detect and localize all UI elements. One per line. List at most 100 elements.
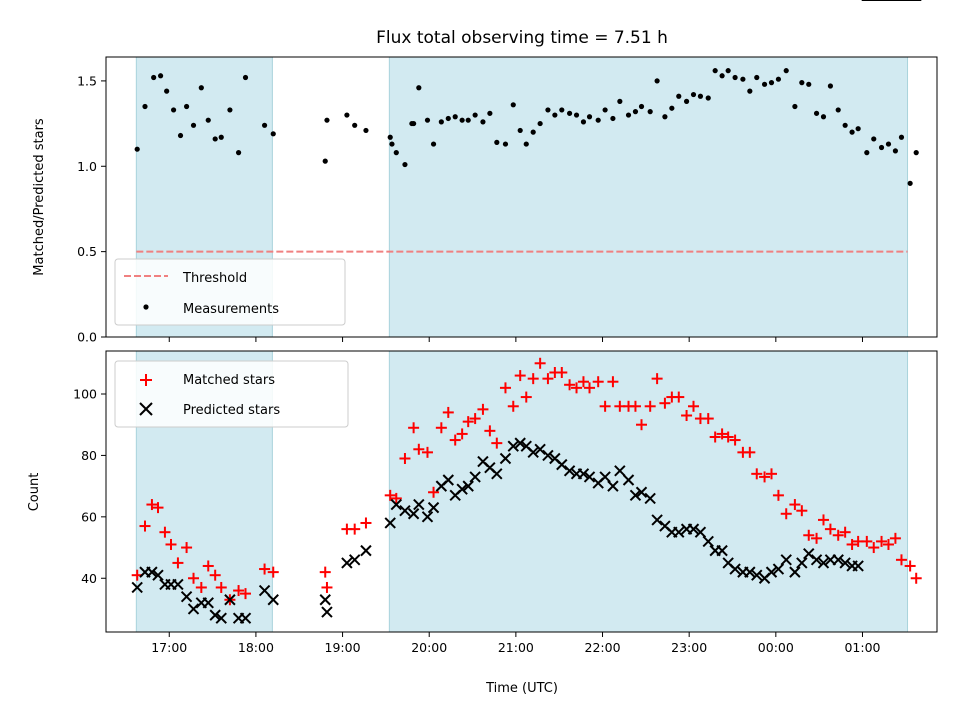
predicted-stars-point: [348, 554, 361, 566]
measurement-point: [530, 129, 536, 135]
measurement-point: [638, 103, 645, 110]
predicted-stars-point: [180, 590, 193, 603]
predicted-stars-point: [765, 566, 778, 578]
predicted-stars-point-b: [319, 594, 331, 606]
y-tick-label-ratio: 0.5: [77, 244, 97, 259]
matched-stars-point: [868, 542, 880, 554]
y-tick-label-ratio: 1.0: [77, 159, 97, 174]
predicted-stars-point-b: [810, 554, 823, 566]
x-tick-label: 01:00: [844, 640, 880, 655]
matched-stars-point: [499, 382, 511, 394]
measurement-point: [783, 68, 789, 74]
matched-stars-point: [165, 538, 177, 550]
matched-stars-point: [384, 489, 396, 501]
predicted-stars-point-b: [202, 597, 214, 609]
matched-stars-point: [651, 373, 663, 385]
predicted-stars-point: [744, 566, 756, 578]
predicted-stars-point: [644, 492, 656, 505]
measurement-point: [205, 117, 211, 123]
matched-stars-point: [876, 535, 888, 547]
predicted-stars-point: [413, 498, 425, 511]
matched-stars-point: [435, 422, 447, 434]
measurement-point: [494, 139, 500, 145]
predicted-stars-point: [224, 594, 236, 606]
predicted-stars-point: [751, 569, 763, 581]
predicted-stars-point-b: [360, 544, 372, 557]
measurement-point: [761, 81, 768, 87]
matched-stars-point: [722, 431, 734, 443]
predicted-stars-point-b: [744, 566, 756, 578]
predicted-stars-point-b: [224, 594, 236, 606]
measurement-point: [517, 127, 523, 134]
measurement-point: [452, 114, 458, 120]
matched-stars-point: [462, 416, 474, 428]
measurement-point: [566, 110, 573, 116]
matched-stars-point: [413, 443, 425, 455]
measurement-point: [747, 88, 753, 94]
predicted-stars-point: [673, 526, 685, 538]
matched-stars-point: [267, 566, 279, 578]
measurement-point: [705, 95, 711, 101]
predicted-stars-point: [694, 526, 707, 538]
measurement-point: [820, 114, 827, 120]
measurement-point: [198, 85, 204, 91]
predicted-stars-point-b: [687, 523, 700, 535]
measurement-point: [510, 102, 516, 108]
measurement-point: [647, 109, 653, 115]
matched-stars-point: [534, 357, 546, 369]
measurement-point: [842, 122, 848, 128]
measurement-point: [430, 141, 437, 147]
predicted-stars-point: [852, 560, 864, 572]
predicted-stars-point-b: [421, 511, 434, 523]
measurement-point: [389, 141, 395, 147]
predicted-stars-point-b: [716, 544, 728, 557]
x-tick-label: 00:00: [758, 640, 794, 655]
predicted-stars-point: [599, 471, 611, 483]
matched-stars-point: [477, 403, 489, 415]
measurement-point: [740, 76, 746, 82]
legend-predicted-swatch: [139, 402, 153, 416]
predicted-stars-point: [803, 547, 815, 560]
matched-stars-point: [636, 419, 648, 431]
predicted-stars-point-b: [583, 471, 596, 483]
measurement-point: [190, 122, 197, 128]
ratio-panel: 0.0 0.5 1.0 1.5 Matched/Predicted stars Thr…: [32, 56, 938, 345]
matched-stars-point: [681, 409, 693, 421]
predicted-stars-point-b: [839, 557, 851, 569]
predicted-stars-point: [577, 468, 590, 480]
y-tick-label-ratio: 1.5: [77, 73, 97, 88]
matched-stars-point: [904, 560, 916, 572]
predicted-stars-point-b: [542, 449, 554, 462]
measurement-point: [669, 105, 675, 111]
predicted-stars-point-b: [527, 446, 539, 459]
predicted-stars-point-b: [152, 569, 164, 581]
predicted-stars-point-b: [607, 480, 619, 492]
matched-stars-point: [673, 391, 685, 403]
matched-stars-point: [456, 428, 468, 440]
matched-stars-point: [428, 486, 440, 498]
matched-stars-point: [772, 489, 784, 501]
x-tick-label: 17:00: [151, 640, 187, 655]
measurement-point: [235, 150, 242, 156]
measurement-point: [212, 136, 218, 142]
measurement-point: [480, 119, 486, 125]
predicted-stars-point-b: [442, 474, 454, 486]
predicted-stars-point-b: [258, 584, 271, 597]
matched-stars-point: [240, 588, 252, 600]
matched-stars-point: [514, 370, 526, 382]
matched-stars-point: [408, 422, 420, 434]
predicted-stars-point-b: [507, 440, 519, 452]
predicted-stars-point-b: [751, 569, 763, 581]
predicted-stars-point-b: [209, 609, 221, 621]
predicted-stars-point: [810, 554, 823, 566]
y-tick-label-counts: 100: [73, 386, 97, 401]
measurement-point: [324, 117, 330, 123]
x-tick-label: 23:00: [671, 640, 707, 655]
matched-stars-point: [702, 413, 714, 425]
predicted-stars-point: [702, 535, 714, 548]
matched-stars-point: [584, 382, 596, 394]
predicted-stars-point: [442, 474, 454, 486]
ratio-legend-frame: [114, 258, 346, 326]
measurement-point: [322, 158, 328, 164]
predicted-stars-point-b: [659, 520, 671, 532]
